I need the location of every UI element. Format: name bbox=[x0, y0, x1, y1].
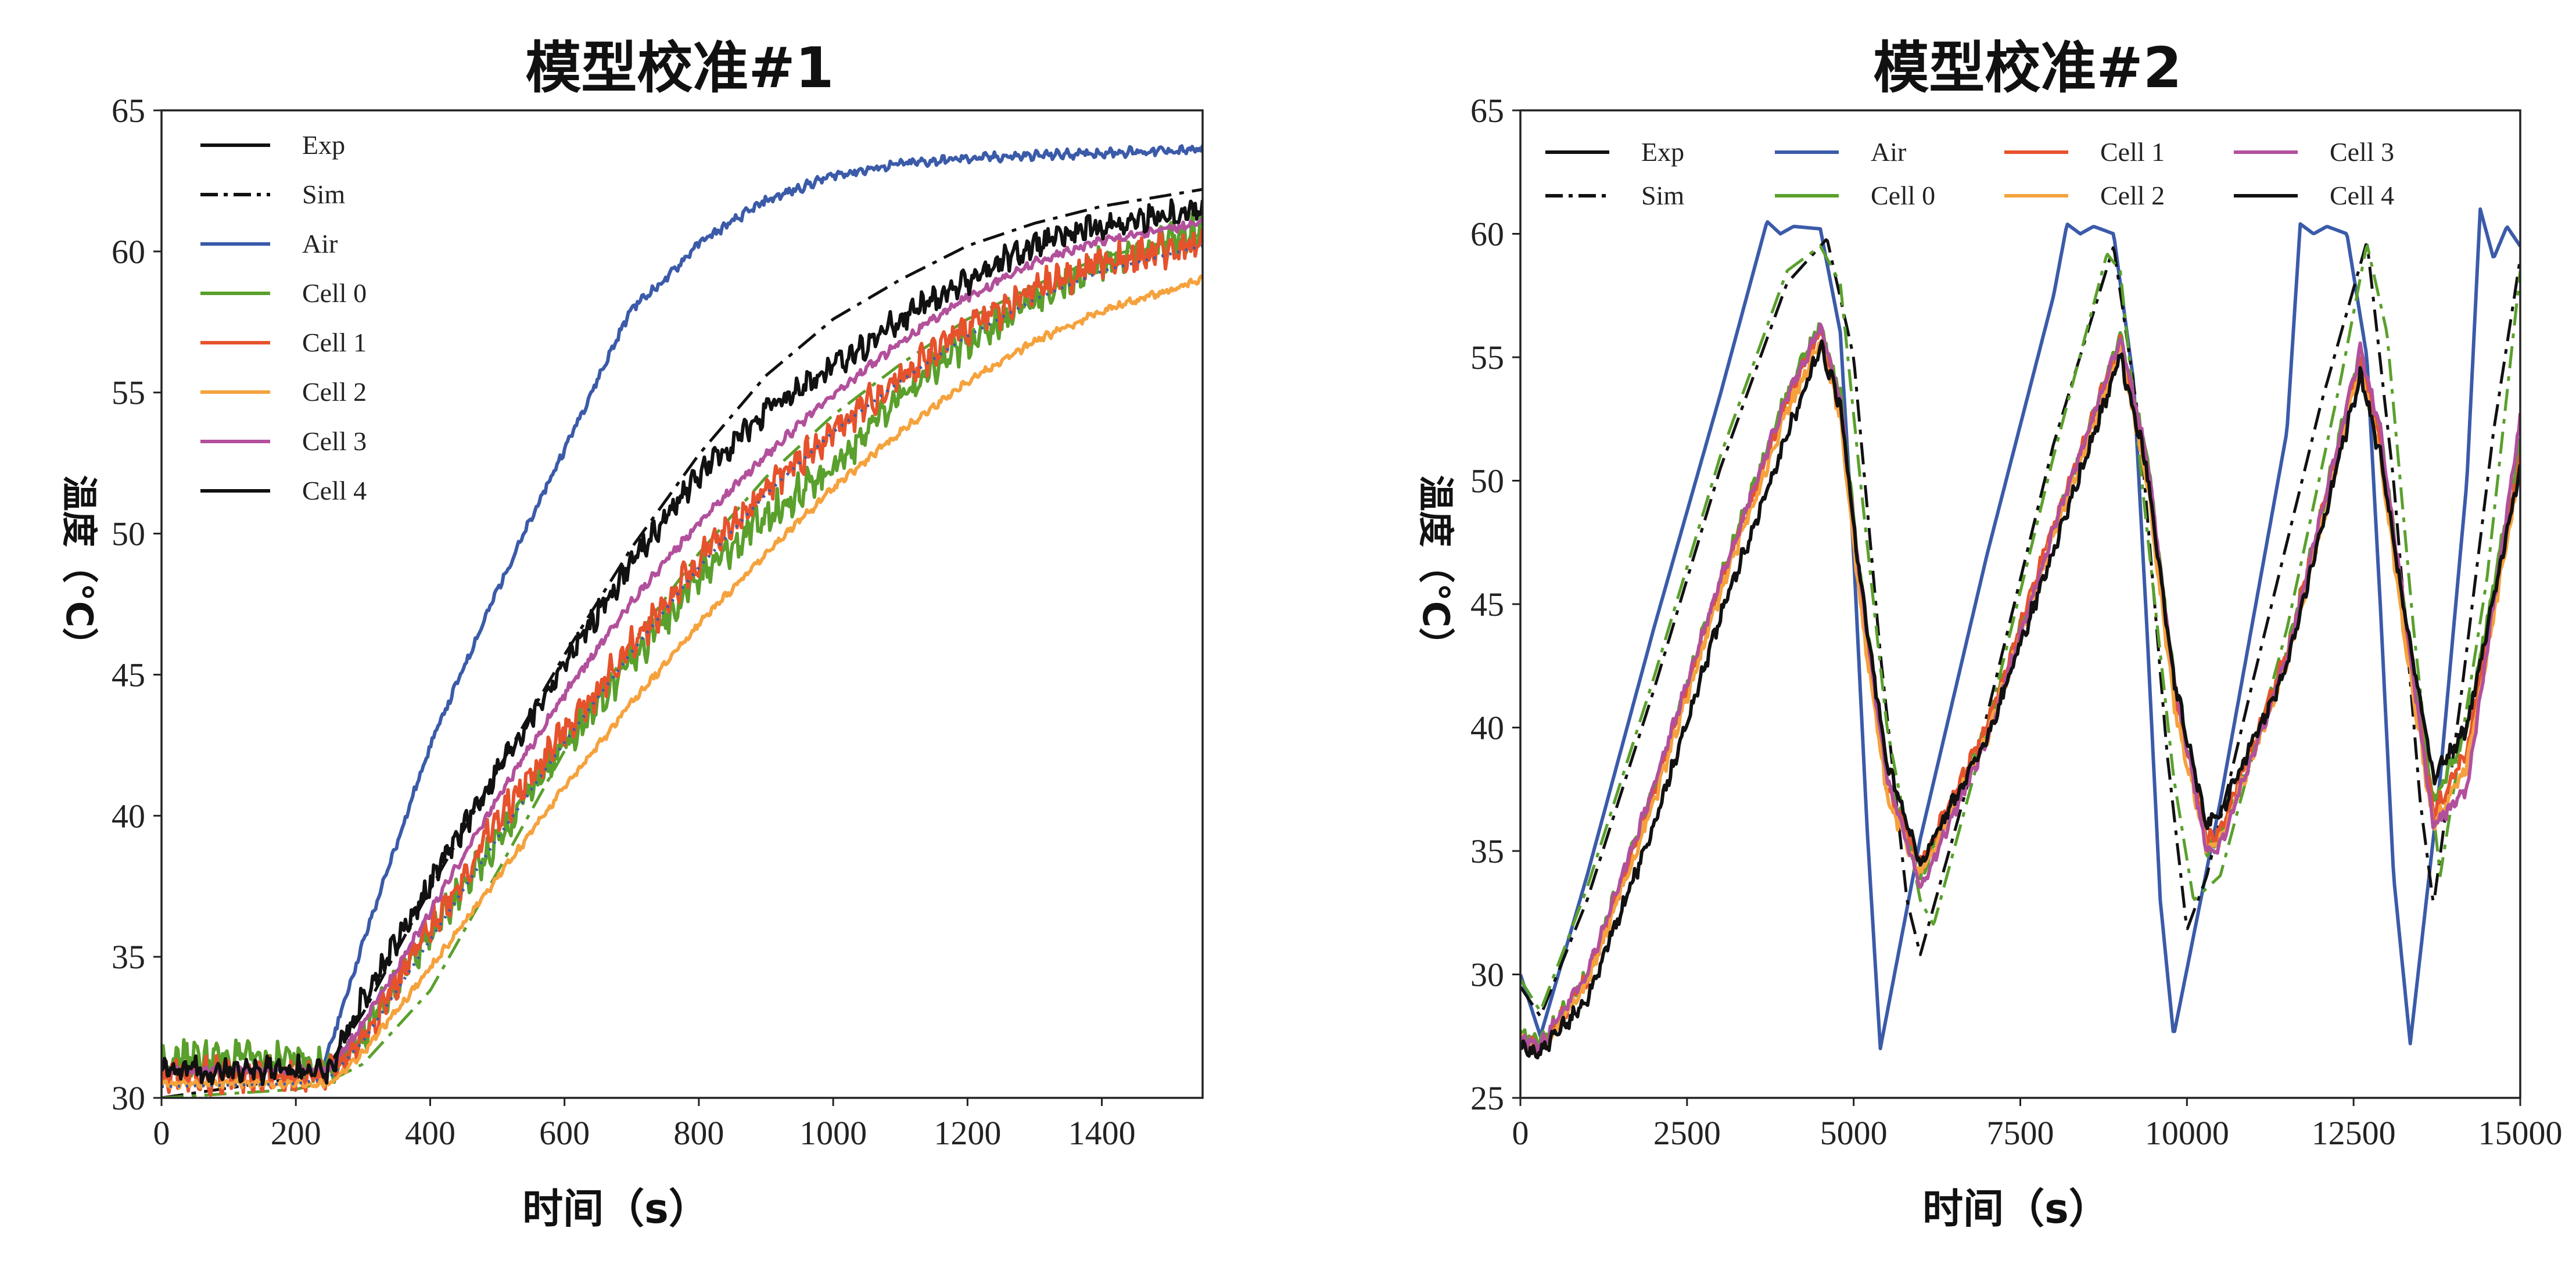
legend-label-cell-0: Cell 0 bbox=[302, 278, 367, 308]
legend-label-cell-0: Cell 0 bbox=[1871, 181, 1935, 210]
y-tick-label: 50 bbox=[112, 515, 145, 553]
y-tick-label: 35 bbox=[112, 938, 145, 976]
series-line-cell-2 bbox=[162, 274, 1203, 1090]
series-line-cell-1 bbox=[1520, 328, 2520, 1053]
y-tick-label: 25 bbox=[1470, 1079, 1504, 1117]
x-tick-label: 15000 bbox=[2478, 1114, 2563, 1152]
y-tick-label: 60 bbox=[112, 233, 145, 271]
y-tick-label: 35 bbox=[1470, 832, 1504, 870]
x-tick-label: 5000 bbox=[1820, 1114, 1888, 1152]
series-line-air bbox=[1520, 207, 2520, 1050]
legend-label-sim: Sim bbox=[1641, 181, 1684, 210]
y-tick-label: 45 bbox=[112, 656, 145, 694]
legend-label-cell-2: Cell 2 bbox=[2100, 181, 2165, 210]
y-tick-label: 65 bbox=[112, 92, 145, 130]
legend-label-exp: Exp bbox=[302, 130, 345, 160]
y-axis-label: 温度（°C） bbox=[58, 475, 101, 664]
y-tick-label: 40 bbox=[112, 797, 145, 835]
series-line-air bbox=[162, 144, 1203, 1079]
x-axis-label: 时间（s） bbox=[1922, 1185, 2109, 1233]
series-group bbox=[1520, 207, 2520, 1060]
y-tick-label: 45 bbox=[1470, 586, 1504, 623]
x-tick-label: 800 bbox=[673, 1114, 724, 1152]
axes-frame bbox=[160, 109, 1204, 1099]
x-tick-label: 400 bbox=[405, 1114, 455, 1152]
x-tick-label: 2500 bbox=[1653, 1114, 1721, 1152]
chart-2: 模型校准#2 0 2500 5000 7500 10000 12500 15000 25 30 3… bbox=[1415, 35, 2563, 1233]
x-tick-label: 10000 bbox=[2145, 1114, 2229, 1152]
series-line-sim bbox=[162, 188, 1203, 1098]
x-tick-label: 7500 bbox=[1987, 1114, 2054, 1152]
legend: Exp Sim Air Cell 0 Cell 1 Cell 2 Cell 3 Cell 4 bbox=[1545, 137, 2394, 210]
series-line-cell-3 bbox=[1520, 322, 2520, 1053]
series-line-cell-4 bbox=[1520, 339, 2520, 1060]
chart-title: 模型校准#2 bbox=[1873, 35, 2182, 100]
legend-label-cell-1: Cell 1 bbox=[2100, 137, 2165, 167]
y-axis-label: 温度（°C） bbox=[1415, 475, 1457, 664]
series-line-sim bbox=[1520, 238, 2520, 1018]
y-tick-label: 40 bbox=[1470, 709, 1504, 747]
y-tick-label: 55 bbox=[1470, 339, 1504, 376]
legend-label-cell-4: Cell 4 bbox=[2330, 181, 2394, 210]
x-tick-label: 0 bbox=[153, 1114, 170, 1152]
y-tick-label: 55 bbox=[112, 374, 145, 412]
legend-label-air: Air bbox=[1871, 137, 1906, 167]
y-tick-label: 65 bbox=[1470, 92, 1504, 130]
series-line-cell-4 bbox=[162, 198, 1203, 1086]
y-tick-label: 30 bbox=[1470, 956, 1504, 994]
legend-label-cell-3: Cell 3 bbox=[302, 426, 367, 456]
x-axis-label: 时间（s） bbox=[522, 1185, 709, 1233]
series-line-cell-0 bbox=[1520, 244, 2520, 1013]
legend-label-cell-1: Cell 1 bbox=[302, 328, 367, 357]
plot-area: 0 200 400 600 800 1000 1200 1400 30 35 40 45 50 55 60 6… bbox=[112, 92, 1204, 1152]
legend-label-air: Air bbox=[302, 229, 338, 258]
legend-label-cell-4: Cell 4 bbox=[302, 476, 367, 505]
legend: Exp Sim Air Cell 0 Cell 1 Cell 2 Cell 3 Cell 4 bbox=[200, 130, 367, 505]
legend-label-cell-2: Cell 2 bbox=[302, 377, 367, 407]
legend-label-sim: Sim bbox=[302, 179, 345, 209]
y-tick-label: 30 bbox=[112, 1079, 145, 1117]
x-tick-label: 600 bbox=[539, 1114, 590, 1152]
chart-title: 模型校准#1 bbox=[525, 35, 834, 100]
chart-1: 模型校准#1 0 200 400 600 800 1000 1200 1400 30 35 40 45… bbox=[58, 35, 1204, 1233]
x-tick-label: 200 bbox=[271, 1114, 321, 1152]
plot-area: 0 2500 5000 7500 10000 12500 15000 25 30 35 40 45 50… bbox=[1470, 92, 2563, 1152]
series-line-cell-1 bbox=[162, 228, 1203, 1097]
legend-label-exp: Exp bbox=[1641, 137, 1684, 167]
y-tick-label: 50 bbox=[1470, 462, 1504, 500]
x-tick-label: 12500 bbox=[2312, 1114, 2396, 1152]
legend-label-cell-3: Cell 3 bbox=[2330, 137, 2394, 167]
series-group bbox=[162, 144, 1203, 1098]
x-tick-label: 1000 bbox=[799, 1114, 867, 1152]
x-tick-label: 1200 bbox=[934, 1114, 1001, 1152]
x-tick-label: 1400 bbox=[1068, 1114, 1136, 1152]
y-tick-label: 60 bbox=[1470, 216, 1504, 253]
x-tick-label: 0 bbox=[1512, 1114, 1529, 1152]
